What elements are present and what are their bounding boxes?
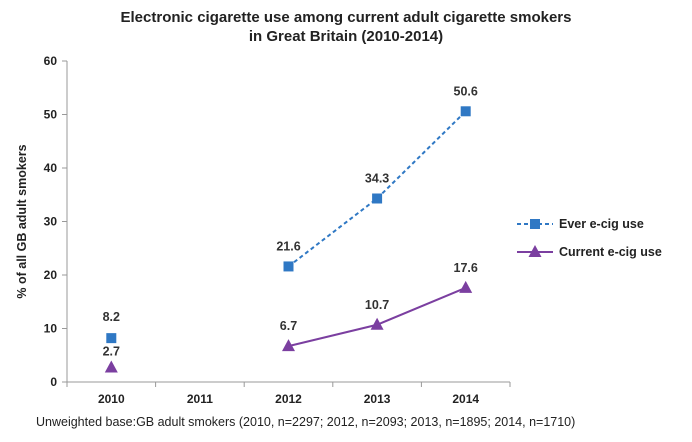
data-label: 17.6 (454, 261, 478, 275)
sample-base-caption: Unweighted base:GB adult smokers (2010, … (36, 415, 576, 429)
y-tick-label: 40 (44, 161, 58, 175)
data-point-ever (460, 106, 471, 117)
y-axis-title: % of all GB adult smokers (15, 144, 29, 298)
x-tick-label: 2013 (364, 392, 391, 406)
data-point-current (282, 339, 295, 352)
data-point-current (104, 360, 118, 373)
y-tick-label: 30 (44, 215, 58, 229)
chart-title-line-1: Electronic cigarette use among current a… (120, 9, 572, 26)
data-label: 21.6 (276, 239, 300, 253)
y-tick-label: 60 (44, 54, 58, 68)
data-label: 10.7 (365, 298, 389, 312)
x-tick-label: 2014 (452, 392, 479, 406)
data-label: 50.6 (454, 84, 478, 98)
data-point-current (459, 280, 473, 293)
data-point-ever (283, 261, 294, 272)
y-tick-label: 10 (44, 322, 58, 336)
y-tick-label: 20 (44, 268, 58, 282)
data-label: 8.2 (103, 310, 120, 324)
y-tick-label: 50 (44, 108, 58, 122)
y-tick-label: 0 (50, 375, 57, 389)
x-tick-label: 2012 (275, 392, 302, 406)
data-point-ever (372, 193, 383, 204)
data-point-current (370, 317, 384, 330)
legend-label: Current e-cig use (559, 245, 662, 259)
legend-marker-triangle (528, 245, 542, 257)
series-line-current (288, 286, 467, 348)
chart-title: Electronic cigarette use among current a… (0, 8, 692, 46)
data-point-ever (106, 333, 117, 344)
legend-label: Ever e-cig use (559, 217, 644, 231)
chart-title-line-2: in Great Britain (2010-2014) (248, 28, 444, 45)
series-line-ever (287, 110, 467, 268)
x-tick-label: 2011 (187, 392, 213, 406)
x-tick-label: 2010 (98, 392, 125, 406)
data-label: 6.7 (280, 319, 297, 333)
data-label: 2.7 (103, 345, 120, 359)
data-label: 34.3 (365, 171, 389, 185)
legend-marker-square (530, 219, 540, 229)
